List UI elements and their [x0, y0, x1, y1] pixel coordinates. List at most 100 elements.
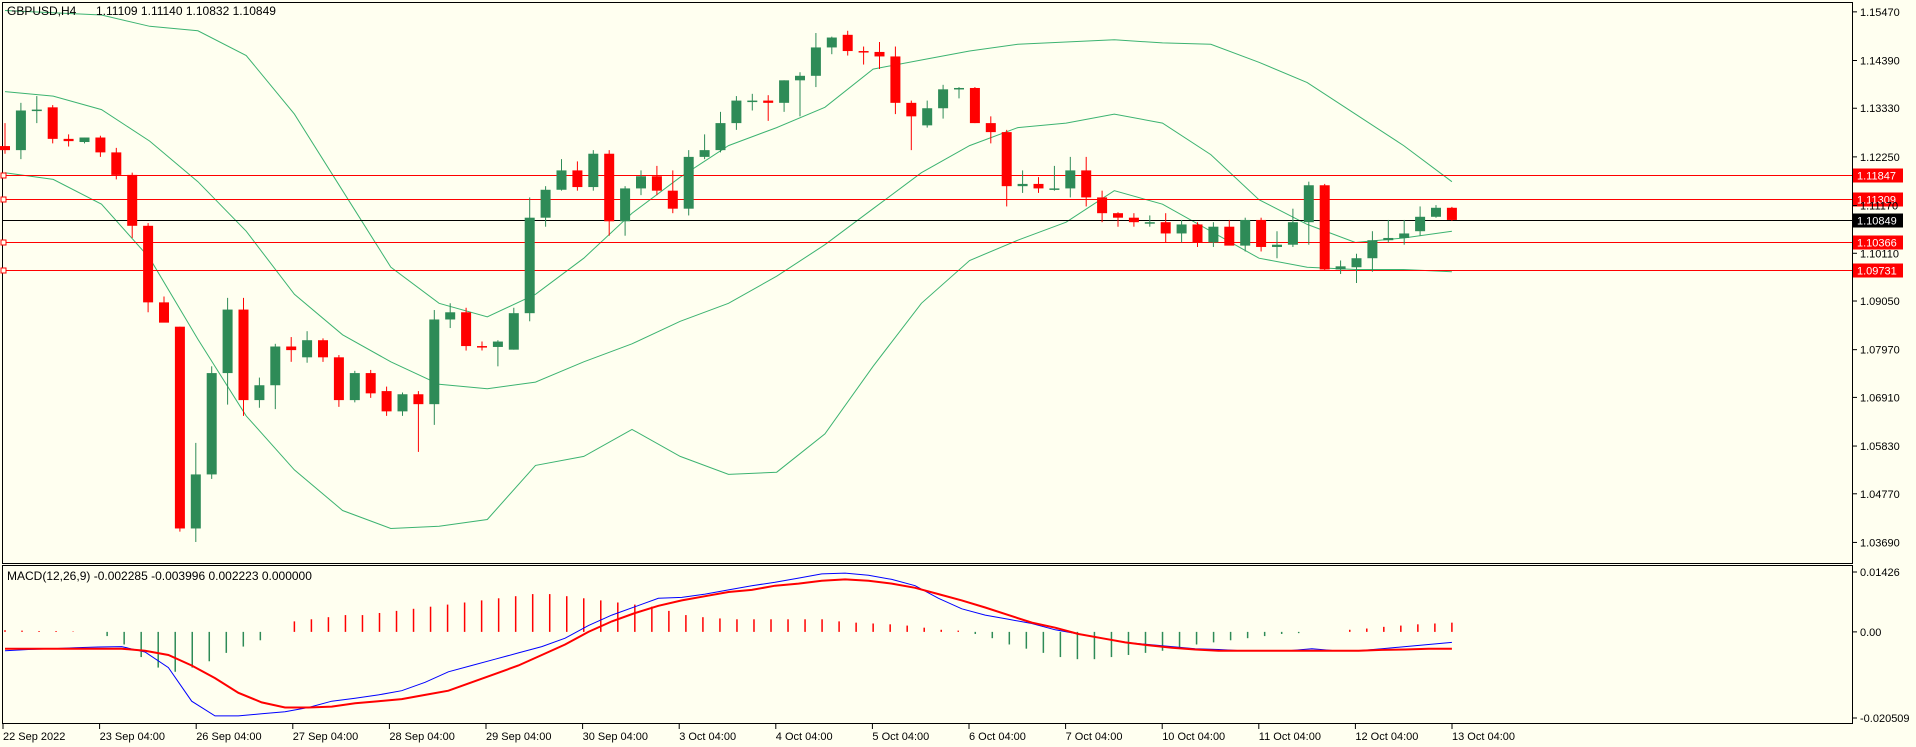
price-tick-label: 1.06910 [1860, 392, 1900, 404]
candle [1208, 222, 1219, 247]
candle [1383, 219, 1394, 243]
candle-body [492, 341, 503, 347]
bollinger-upper-line [4, 10, 1453, 318]
candle-body [15, 110, 26, 151]
time-tick-label: 27 Sep 04:00 [293, 731, 358, 743]
price-tick-label: 1.14390 [1860, 55, 1900, 67]
candle-body [0, 146, 10, 151]
level-price-tag [1853, 168, 1903, 183]
candle [1303, 181, 1314, 245]
price-tick-label: 1.13330 [1860, 103, 1900, 115]
candle [397, 392, 408, 416]
candle [1335, 260, 1346, 274]
candle [302, 331, 313, 363]
candle-body [985, 123, 996, 133]
candle-body [1097, 197, 1108, 214]
candle [492, 340, 503, 367]
candle [906, 100, 917, 151]
price-axis: 1.15470 1.14390 1.13330 1.12250 1.11170 1.101… [1852, 7, 1900, 549]
level-price-label: 1.11847 [1857, 171, 1896, 183]
candle [1367, 231, 1378, 272]
candle [683, 150, 694, 216]
level-handle[interactable] [0, 172, 7, 179]
candle-body [1001, 132, 1012, 187]
candle-body [636, 176, 646, 189]
time-tick-label: 3 Oct 04:00 [679, 731, 736, 743]
candle [747, 93, 758, 111]
candle [763, 95, 774, 121]
candle [508, 307, 519, 350]
candle [1160, 213, 1171, 243]
candlesticks [0, 30, 1457, 542]
candle-body [588, 153, 599, 188]
level-handle[interactable] [0, 267, 7, 274]
candle [1081, 156, 1092, 207]
candle-body [286, 346, 297, 351]
candle [429, 310, 440, 425]
time-tick-label: 5 Oct 04:00 [872, 731, 929, 743]
candle-body [683, 156, 694, 209]
candle [47, 105, 58, 144]
candle [938, 84, 949, 119]
candle-body [190, 474, 201, 529]
macd-tick-label: 0.00 [1860, 627, 1881, 639]
candle [318, 338, 328, 362]
candle-body [620, 188, 631, 222]
candle [795, 72, 805, 117]
candle-body [890, 56, 901, 103]
candle-body [349, 373, 360, 401]
candle-body [31, 109, 42, 112]
horizontal-levels[interactable]: 1.11847 1.11309 1.10366 1.09731 1.10849 [0, 168, 1903, 278]
candle-body [826, 37, 837, 48]
candle [954, 87, 964, 99]
candle-body [461, 312, 472, 347]
price-tick-label: 1.10110 [1860, 248, 1899, 260]
candle [1272, 231, 1282, 259]
candle [63, 134, 74, 147]
time-tick-label: 30 Sep 04:00 [583, 731, 648, 743]
candle-body [842, 34, 853, 52]
candle-body [556, 170, 567, 190]
candle [254, 377, 265, 408]
candle [1224, 219, 1235, 246]
candle [286, 337, 297, 362]
candle-body [1415, 216, 1426, 232]
candle-body [810, 47, 821, 76]
candle-body [1367, 240, 1378, 259]
level-price-label: 1.11309 [1857, 195, 1896, 207]
candle [779, 80, 790, 112]
candle-body [508, 313, 519, 350]
candle [540, 186, 551, 227]
level-handle[interactable] [0, 196, 7, 203]
candle [1113, 212, 1123, 227]
candle [874, 42, 885, 70]
candle [1415, 206, 1426, 236]
price-tick-label: 1.12250 [1860, 152, 1900, 164]
candle [143, 223, 154, 313]
candle-body [95, 137, 106, 153]
candle-body [1208, 226, 1219, 243]
candle [731, 96, 742, 130]
candle-body [1081, 170, 1092, 198]
candle-body [1113, 213, 1123, 218]
macd-tick-label: -0.020509 [1860, 713, 1910, 725]
candle [890, 46, 901, 115]
candle-body [63, 138, 74, 142]
candle-body [222, 309, 233, 374]
candle [842, 30, 853, 56]
candle [270, 343, 281, 410]
candle [1351, 253, 1362, 283]
level-handle[interactable] [0, 239, 7, 246]
candle-body [715, 123, 726, 151]
candle [461, 307, 472, 351]
candle-body [1287, 222, 1298, 245]
candle [1446, 206, 1457, 221]
candle [1176, 219, 1187, 243]
candle [111, 147, 122, 180]
candle [556, 159, 567, 191]
candle-body [1128, 217, 1139, 223]
time-tick-label: 13 Oct 04:00 [1452, 731, 1515, 743]
current-price-tag [1853, 213, 1903, 228]
candle-body [938, 89, 949, 109]
price-tick-label: 1.15470 [1860, 7, 1900, 19]
